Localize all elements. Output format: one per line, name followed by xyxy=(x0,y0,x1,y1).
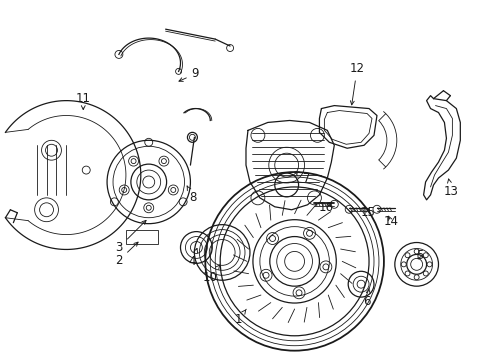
Text: 11: 11 xyxy=(76,92,91,109)
Circle shape xyxy=(426,262,431,267)
Text: 15: 15 xyxy=(360,206,375,219)
Text: 10: 10 xyxy=(203,265,219,284)
Text: 8: 8 xyxy=(187,186,197,204)
Circle shape xyxy=(401,262,406,267)
Text: 16: 16 xyxy=(318,201,333,214)
Circle shape xyxy=(413,249,418,254)
Text: 3: 3 xyxy=(115,220,146,254)
Circle shape xyxy=(413,275,418,280)
Circle shape xyxy=(404,271,409,276)
Text: 9: 9 xyxy=(179,67,199,81)
Text: 12: 12 xyxy=(349,62,364,105)
Text: 7: 7 xyxy=(294,171,309,185)
Text: 5: 5 xyxy=(415,249,423,262)
Bar xyxy=(126,230,157,243)
Text: 6: 6 xyxy=(363,289,370,307)
Circle shape xyxy=(423,253,427,258)
Circle shape xyxy=(423,271,427,276)
Text: 2: 2 xyxy=(115,242,138,267)
Text: 4: 4 xyxy=(188,248,197,268)
Text: 1: 1 xyxy=(234,309,246,327)
Text: 13: 13 xyxy=(443,179,458,198)
Text: 14: 14 xyxy=(383,215,398,228)
Circle shape xyxy=(404,253,409,258)
